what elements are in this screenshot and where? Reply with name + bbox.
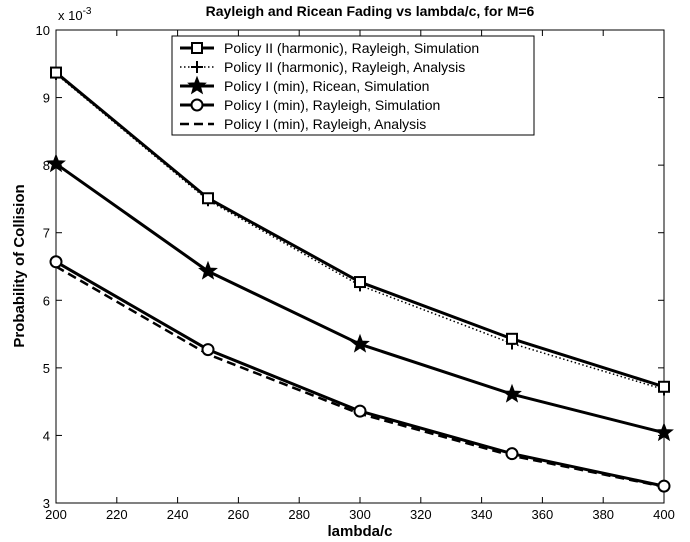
svg-text:x 10-3: x 10-3 [58, 6, 92, 23]
legend-box [171, 35, 535, 136]
data-point [202, 192, 214, 205]
legend-entry: Policy II (harmonic), Rayleigh, Simulati… [180, 40, 479, 56]
legend-marker [187, 75, 207, 95]
x-tick-label: 400 [653, 507, 675, 522]
x-axis: 200 220 240 260 280 300 320 340 360 380 400 [45, 30, 675, 522]
legend-entry: Policy I (min), Rayleigh, Analysis [180, 116, 426, 132]
x-axis-label: lambda/c [327, 523, 392, 540]
data-point [506, 332, 518, 345]
y-axis-multiplier: x 10-3 [58, 6, 92, 23]
x-tick-label: 260 [228, 507, 250, 522]
y-tick-label: 9 [43, 91, 50, 106]
data-point [505, 447, 519, 461]
data-point [46, 153, 66, 173]
series-5 [55, 265, 665, 489]
legend-entry: Policy II (harmonic), Rayleigh, Analysis [180, 59, 465, 75]
x-tick-label: 340 [471, 507, 493, 522]
data-point [353, 404, 367, 418]
legend-label: Policy I (min), Ricean, Simulation [224, 78, 429, 94]
x-tick-label: 320 [410, 507, 432, 522]
y-axis-label: Probability of Collision [11, 184, 28, 347]
legend: Policy II (harmonic), Rayleigh, Simulati… [171, 35, 535, 136]
data-point [201, 343, 215, 357]
legend-marker [191, 42, 203, 54]
y-multiplier-text: x 10 [58, 8, 83, 23]
legend-label: Policy II (harmonic), Rayleigh, Analysis [224, 59, 465, 75]
data-point [50, 66, 62, 79]
x-tick-label: 220 [106, 507, 128, 522]
y-tick-label: 8 [43, 158, 50, 173]
legend-label: Policy II (harmonic), Rayleigh, Simulati… [224, 40, 479, 56]
y-axis: 3 4 5 6 7 8 9 10 [36, 23, 664, 511]
series-layer [46, 66, 674, 493]
chart-title: Rayleigh and Ricean Fading vs lambda/c, … [206, 3, 535, 19]
y-tick-label: 4 [43, 428, 50, 443]
series-3 [46, 153, 674, 442]
y-tick-label: 5 [43, 361, 50, 376]
data-point [354, 276, 366, 289]
y-exponent-text: -3 [83, 6, 92, 17]
data-point [654, 422, 674, 442]
x-tick-label: 200 [45, 507, 67, 522]
legend-label: Policy I (min), Rayleigh, Analysis [224, 116, 426, 132]
series-line [55, 265, 665, 489]
y-tick-label: 7 [43, 226, 50, 241]
x-tick-label: 280 [288, 507, 310, 522]
x-tick-label: 380 [592, 507, 614, 522]
data-point [658, 380, 670, 393]
data-point [657, 479, 671, 493]
legend-entry: Policy I (min), Rayleigh, Simulation [180, 97, 440, 113]
legend-label: Policy I (min), Rayleigh, Simulation [224, 97, 440, 113]
x-tick-label: 360 [532, 507, 554, 522]
series-line [55, 260, 665, 488]
data-point [198, 260, 218, 280]
series-line [55, 162, 665, 435]
x-tick-label: 240 [167, 507, 189, 522]
series-1 [50, 66, 670, 393]
data-point [502, 383, 522, 403]
legend-entry: Policy I (min), Ricean, Simulation [180, 75, 429, 95]
y-tick-label: 6 [43, 293, 50, 308]
data-point [49, 255, 63, 269]
series-4 [49, 255, 671, 493]
data-point [350, 333, 370, 353]
y-tick-label: 3 [43, 496, 50, 511]
legend-marker [190, 98, 204, 112]
legend-marker [191, 61, 203, 73]
y-tick-label: 10 [36, 23, 50, 38]
x-tick-label: 300 [349, 507, 371, 522]
